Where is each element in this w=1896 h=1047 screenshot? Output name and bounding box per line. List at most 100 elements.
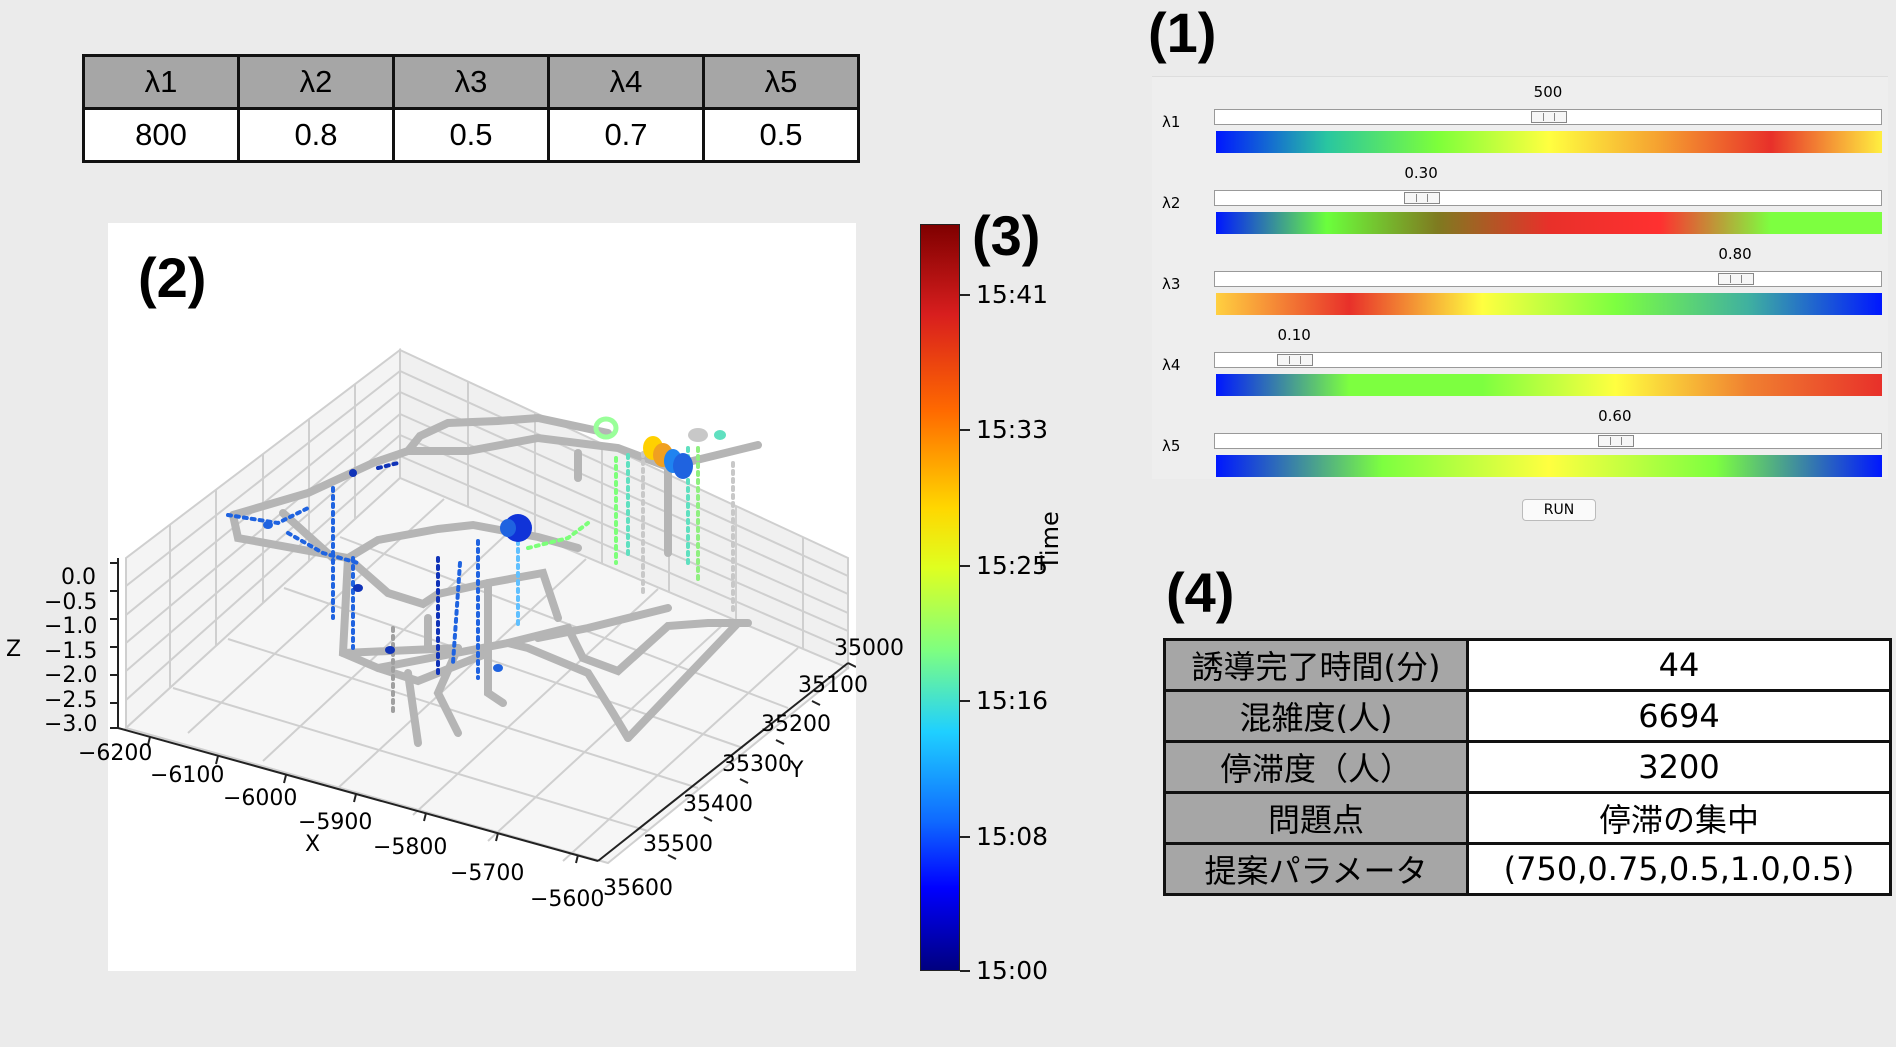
slider-track[interactable] xyxy=(1214,352,1882,368)
z-tick-label: 0.0 xyxy=(44,566,96,591)
slider-color-gradient xyxy=(1216,293,1882,315)
z-tick-label: −1.5 xyxy=(44,640,96,665)
result-key: 提案パラメータ xyxy=(1165,844,1468,895)
slider-row-lambda3: λ3 0.80 xyxy=(1152,245,1888,325)
y-tick-label: 35400 xyxy=(683,792,753,817)
slider-thumb[interactable] xyxy=(1277,354,1313,366)
x-axis-label: X xyxy=(305,832,320,857)
z-tick-label: −2.5 xyxy=(44,689,96,714)
slider-value: 0.80 xyxy=(1718,245,1751,263)
slider-track[interactable] xyxy=(1214,190,1882,206)
result-key: 誘導完了時間(分) xyxy=(1165,640,1468,691)
param-header-cell: λ3 xyxy=(394,56,549,109)
result-value: 3200 xyxy=(1468,742,1891,793)
x-tick-label: −6000 xyxy=(223,786,297,811)
plot-canvas xyxy=(108,223,856,971)
z-tick-label: −3.0 xyxy=(44,713,96,738)
slider-label: λ4 xyxy=(1162,356,1180,374)
x-tick-label: −5700 xyxy=(450,861,524,886)
slider-thumb[interactable] xyxy=(1531,111,1567,123)
param-value-cell: 0.8 xyxy=(239,109,394,162)
slider-row-lambda4: λ4 0.10 xyxy=(1152,326,1888,406)
slider-color-gradient xyxy=(1216,374,1882,396)
parameter-value-row: 800 0.8 0.5 0.7 0.5 xyxy=(84,109,859,162)
results-table: 誘導完了時間(分) 44 混雑度(人) 6694 停滞度（人） 3200 問題点… xyxy=(1163,638,1892,896)
slider-value: 500 xyxy=(1534,83,1563,101)
z-tick-label: −1.0 xyxy=(44,615,96,640)
parameter-table: λ1 λ2 λ3 λ4 λ5 800 0.8 0.5 0.7 0.5 xyxy=(82,54,860,163)
y-tick-label: 35500 xyxy=(643,832,713,857)
slider-label: λ2 xyxy=(1162,194,1180,212)
run-button[interactable]: RUN xyxy=(1522,499,1596,521)
result-value: (750,0.75,0.5,1.0,0.5) xyxy=(1468,844,1891,895)
slider-row-lambda1: λ1 500 xyxy=(1152,83,1888,163)
parameter-header-row: λ1 λ2 λ3 λ4 λ5 xyxy=(84,56,859,109)
param-value-cell: 800 xyxy=(84,109,239,162)
slider-color-gradient xyxy=(1216,212,1882,234)
slider-track[interactable] xyxy=(1214,433,1882,449)
result-value: 6694 xyxy=(1468,691,1891,742)
slider-color-gradient xyxy=(1216,455,1882,477)
y-tick-label: 35600 xyxy=(603,876,673,901)
slider-thumb[interactable] xyxy=(1404,192,1440,204)
colorbar-tick-label: 15:08 xyxy=(976,822,1048,851)
results-row: 混雑度(人) 6694 xyxy=(1165,691,1891,742)
param-value-cell: 0.7 xyxy=(549,109,704,162)
section-label-1: (1) xyxy=(1148,0,1216,65)
colorbar-tick-label: 15:16 xyxy=(976,686,1048,715)
z-tick-label: −2.0 xyxy=(44,664,96,689)
results-row: 提案パラメータ (750,0.75,0.5,1.0,0.5) xyxy=(1165,844,1891,895)
colorbar-tick xyxy=(960,294,970,296)
results-row: 問題点 停滞の集中 xyxy=(1165,793,1891,844)
param-header-cell: λ5 xyxy=(704,56,859,109)
slider-value: 0.30 xyxy=(1404,164,1437,182)
y-tick-label: 35300 xyxy=(722,752,792,777)
z-tick-label: −0.5 xyxy=(44,591,96,616)
slider-track[interactable] xyxy=(1214,271,1882,287)
section-label-4: (4) xyxy=(1166,560,1234,625)
slider-color-gradient xyxy=(1216,131,1882,153)
results-row: 停滞度（人） 3200 xyxy=(1165,742,1891,793)
y-axis-label: Y xyxy=(790,758,803,783)
param-value-cell: 0.5 xyxy=(704,109,859,162)
result-key: 混雑度(人) xyxy=(1165,691,1468,742)
y-tick-label: 35100 xyxy=(798,673,868,698)
z-axis-label: Z xyxy=(6,637,21,662)
y-tick-label: 35000 xyxy=(834,636,904,661)
slider-row-lambda5: λ5 0.60 xyxy=(1152,407,1888,487)
param-header-cell: λ1 xyxy=(84,56,239,109)
result-value: 停滞の集中 xyxy=(1468,793,1891,844)
colorbar-title: Time xyxy=(1036,511,1064,570)
slider-value: 0.10 xyxy=(1277,326,1310,344)
x-tick-label: −6200 xyxy=(78,741,152,766)
slider-thumb[interactable] xyxy=(1598,435,1634,447)
parameter-slider-panel: λ1 500 λ2 0.30 λ3 0.80 λ4 0.10 λ5 0.60 xyxy=(1152,76,1888,479)
x-tick-label: −6100 xyxy=(150,763,224,788)
colorbar-tick xyxy=(960,429,970,431)
slider-row-lambda2: λ2 0.30 xyxy=(1152,164,1888,244)
results-row: 誘導完了時間(分) 44 xyxy=(1165,640,1891,691)
result-key: 停滞度（人） xyxy=(1165,742,1468,793)
slider-track[interactable] xyxy=(1214,109,1882,125)
time-colorbar xyxy=(920,224,960,971)
param-value-cell: 0.5 xyxy=(394,109,549,162)
colorbar-tick xyxy=(960,565,970,567)
y-tick-label: 35200 xyxy=(761,712,831,737)
colorbar-tick-label: 15:33 xyxy=(976,415,1048,444)
slider-label: λ1 xyxy=(1162,113,1180,131)
result-key: 問題点 xyxy=(1165,793,1468,844)
slider-thumb[interactable] xyxy=(1718,273,1754,285)
colorbar-tick xyxy=(960,700,970,702)
slider-label: λ5 xyxy=(1162,437,1180,455)
colorbar-tick xyxy=(960,836,970,838)
result-value: 44 xyxy=(1468,640,1891,691)
param-header-cell: λ2 xyxy=(239,56,394,109)
x-tick-label: −5800 xyxy=(373,835,447,860)
param-header-cell: λ4 xyxy=(549,56,704,109)
slider-label: λ3 xyxy=(1162,275,1180,293)
x-tick-label: −5600 xyxy=(530,887,604,912)
z-axis-ticks: 0.0 −0.5 −1.0 −1.5 −2.0 −2.5 −3.0 xyxy=(44,566,96,738)
section-label-3: (3) xyxy=(972,203,1040,268)
evacuation-3d-plot[interactable] xyxy=(108,223,856,971)
section-label-2: (2) xyxy=(138,245,206,310)
